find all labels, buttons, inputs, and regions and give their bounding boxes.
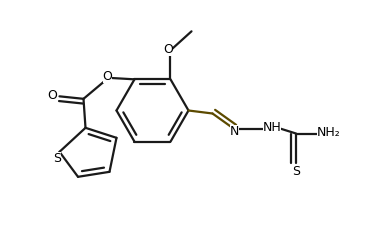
Text: O: O bbox=[102, 70, 112, 83]
Text: S: S bbox=[53, 152, 62, 165]
Text: O: O bbox=[163, 43, 173, 56]
Text: NH: NH bbox=[263, 121, 281, 134]
Text: O: O bbox=[47, 89, 58, 102]
Text: S: S bbox=[292, 165, 300, 177]
Text: NH₂: NH₂ bbox=[317, 126, 341, 139]
Text: N: N bbox=[230, 125, 239, 138]
